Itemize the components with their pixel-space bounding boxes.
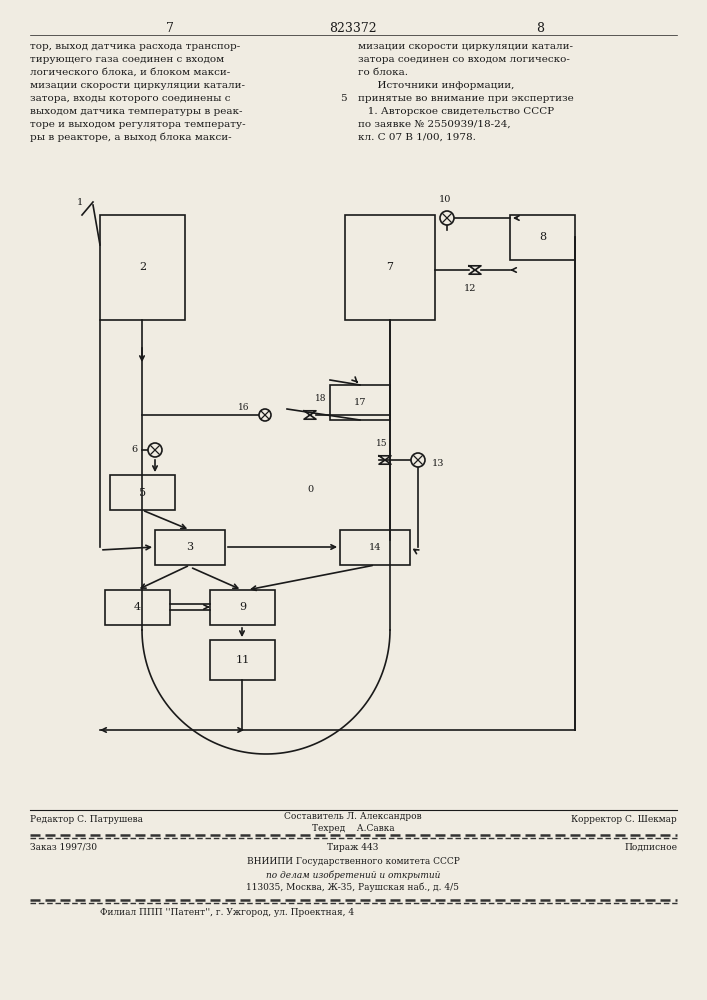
Text: 3: 3 [187, 542, 194, 552]
Text: мизации скорости циркуляции катали-: мизации скорости циркуляции катали- [358, 42, 573, 51]
Text: Подписное: Подписное [624, 843, 677, 852]
Text: 14: 14 [369, 543, 381, 552]
Text: 17: 17 [354, 398, 366, 407]
Text: выходом датчика температуры в реак-: выходом датчика температуры в реак- [30, 107, 243, 116]
Text: 4: 4 [134, 602, 141, 612]
Text: 15: 15 [376, 439, 388, 448]
Text: 1: 1 [77, 198, 83, 207]
Text: 6: 6 [132, 446, 138, 454]
Text: мизации скорости циркуляции катали-: мизации скорости циркуляции катали- [30, 81, 245, 90]
Bar [340, 530, 410, 565]
Text: затора, входы которого соединены с: затора, входы которого соединены с [30, 94, 230, 103]
Bar [210, 590, 275, 625]
Text: 11: 11 [235, 655, 250, 665]
Text: Составитель Л. Александров: Составитель Л. Александров [284, 812, 422, 821]
Text: Филиал ППП ''Патент'', г. Ужгород, ул. Проектная, 4: Филиал ППП ''Патент'', г. Ужгород, ул. П… [100, 908, 354, 917]
Text: тирующего газа соединен с входом: тирующего газа соединен с входом [30, 55, 224, 64]
Text: 7: 7 [387, 262, 394, 272]
Text: 18: 18 [315, 394, 327, 403]
Text: 0: 0 [307, 485, 313, 494]
Text: Источники информации,: Источники информации, [358, 81, 515, 90]
Text: Техред    А.Савка: Техред А.Савка [312, 824, 395, 833]
Bar [110, 475, 175, 510]
Text: логического блока, и блоком макси-: логического блока, и блоком макси- [30, 68, 230, 77]
Bar [330, 385, 390, 420]
Text: по заявке № 2550939/18-24,: по заявке № 2550939/18-24, [358, 120, 510, 129]
Text: затора соединен со входом логическо-: затора соединен со входом логическо- [358, 55, 570, 64]
Bar [105, 590, 170, 625]
Text: Корректор С. Шекмар: Корректор С. Шекмар [571, 815, 677, 824]
Text: 1. Авторское свидетельство СССР: 1. Авторское свидетельство СССР [358, 107, 554, 116]
Text: принятые во внимание при экспертизе: принятые во внимание при экспертизе [358, 94, 574, 103]
Text: 9: 9 [239, 602, 246, 612]
Bar [155, 530, 225, 565]
Circle shape [411, 453, 425, 467]
Text: Тираж 443: Тираж 443 [327, 843, 379, 852]
Text: 5: 5 [139, 488, 146, 497]
Text: Редактор С. Патрушева: Редактор С. Патрушева [30, 815, 143, 824]
Circle shape [440, 211, 454, 225]
Text: кл. С 07 В 1/00, 1978.: кл. С 07 В 1/00, 1978. [358, 133, 476, 142]
Bar [345, 215, 435, 320]
Text: 8: 8 [539, 232, 546, 242]
Text: 823372: 823372 [329, 22, 377, 35]
Bar [100, 215, 185, 320]
Text: ры в реакторе, а выход блока макси-: ры в реакторе, а выход блока макси- [30, 133, 232, 142]
Text: 5: 5 [339, 94, 346, 103]
Text: го блока.: го блока. [358, 68, 408, 77]
Text: тор, выход датчика расхода транспор-: тор, выход датчика расхода транспор- [30, 42, 240, 51]
Text: 16: 16 [238, 402, 249, 412]
Text: 10: 10 [439, 195, 451, 204]
Text: по делам изобретений и открытий: по делам изобретений и открытий [266, 870, 440, 880]
Circle shape [259, 409, 271, 421]
Circle shape [148, 443, 162, 457]
Text: 8: 8 [536, 22, 544, 35]
Text: ВНИИПИ Государственного комитета СССР: ВНИИПИ Государственного комитета СССР [247, 857, 460, 866]
Text: 13: 13 [432, 458, 445, 468]
Bar [210, 640, 275, 680]
Text: 12: 12 [464, 284, 477, 293]
Text: 2: 2 [139, 262, 146, 272]
Text: 113035, Москва, Ж-35, Раушская наб., д. 4/5: 113035, Москва, Ж-35, Раушская наб., д. … [247, 883, 460, 892]
Text: 7: 7 [166, 22, 174, 35]
Text: торе и выходом регулятора температу-: торе и выходом регулятора температу- [30, 120, 245, 129]
Text: Заказ 1997/30: Заказ 1997/30 [30, 843, 97, 852]
Bar [510, 215, 575, 260]
